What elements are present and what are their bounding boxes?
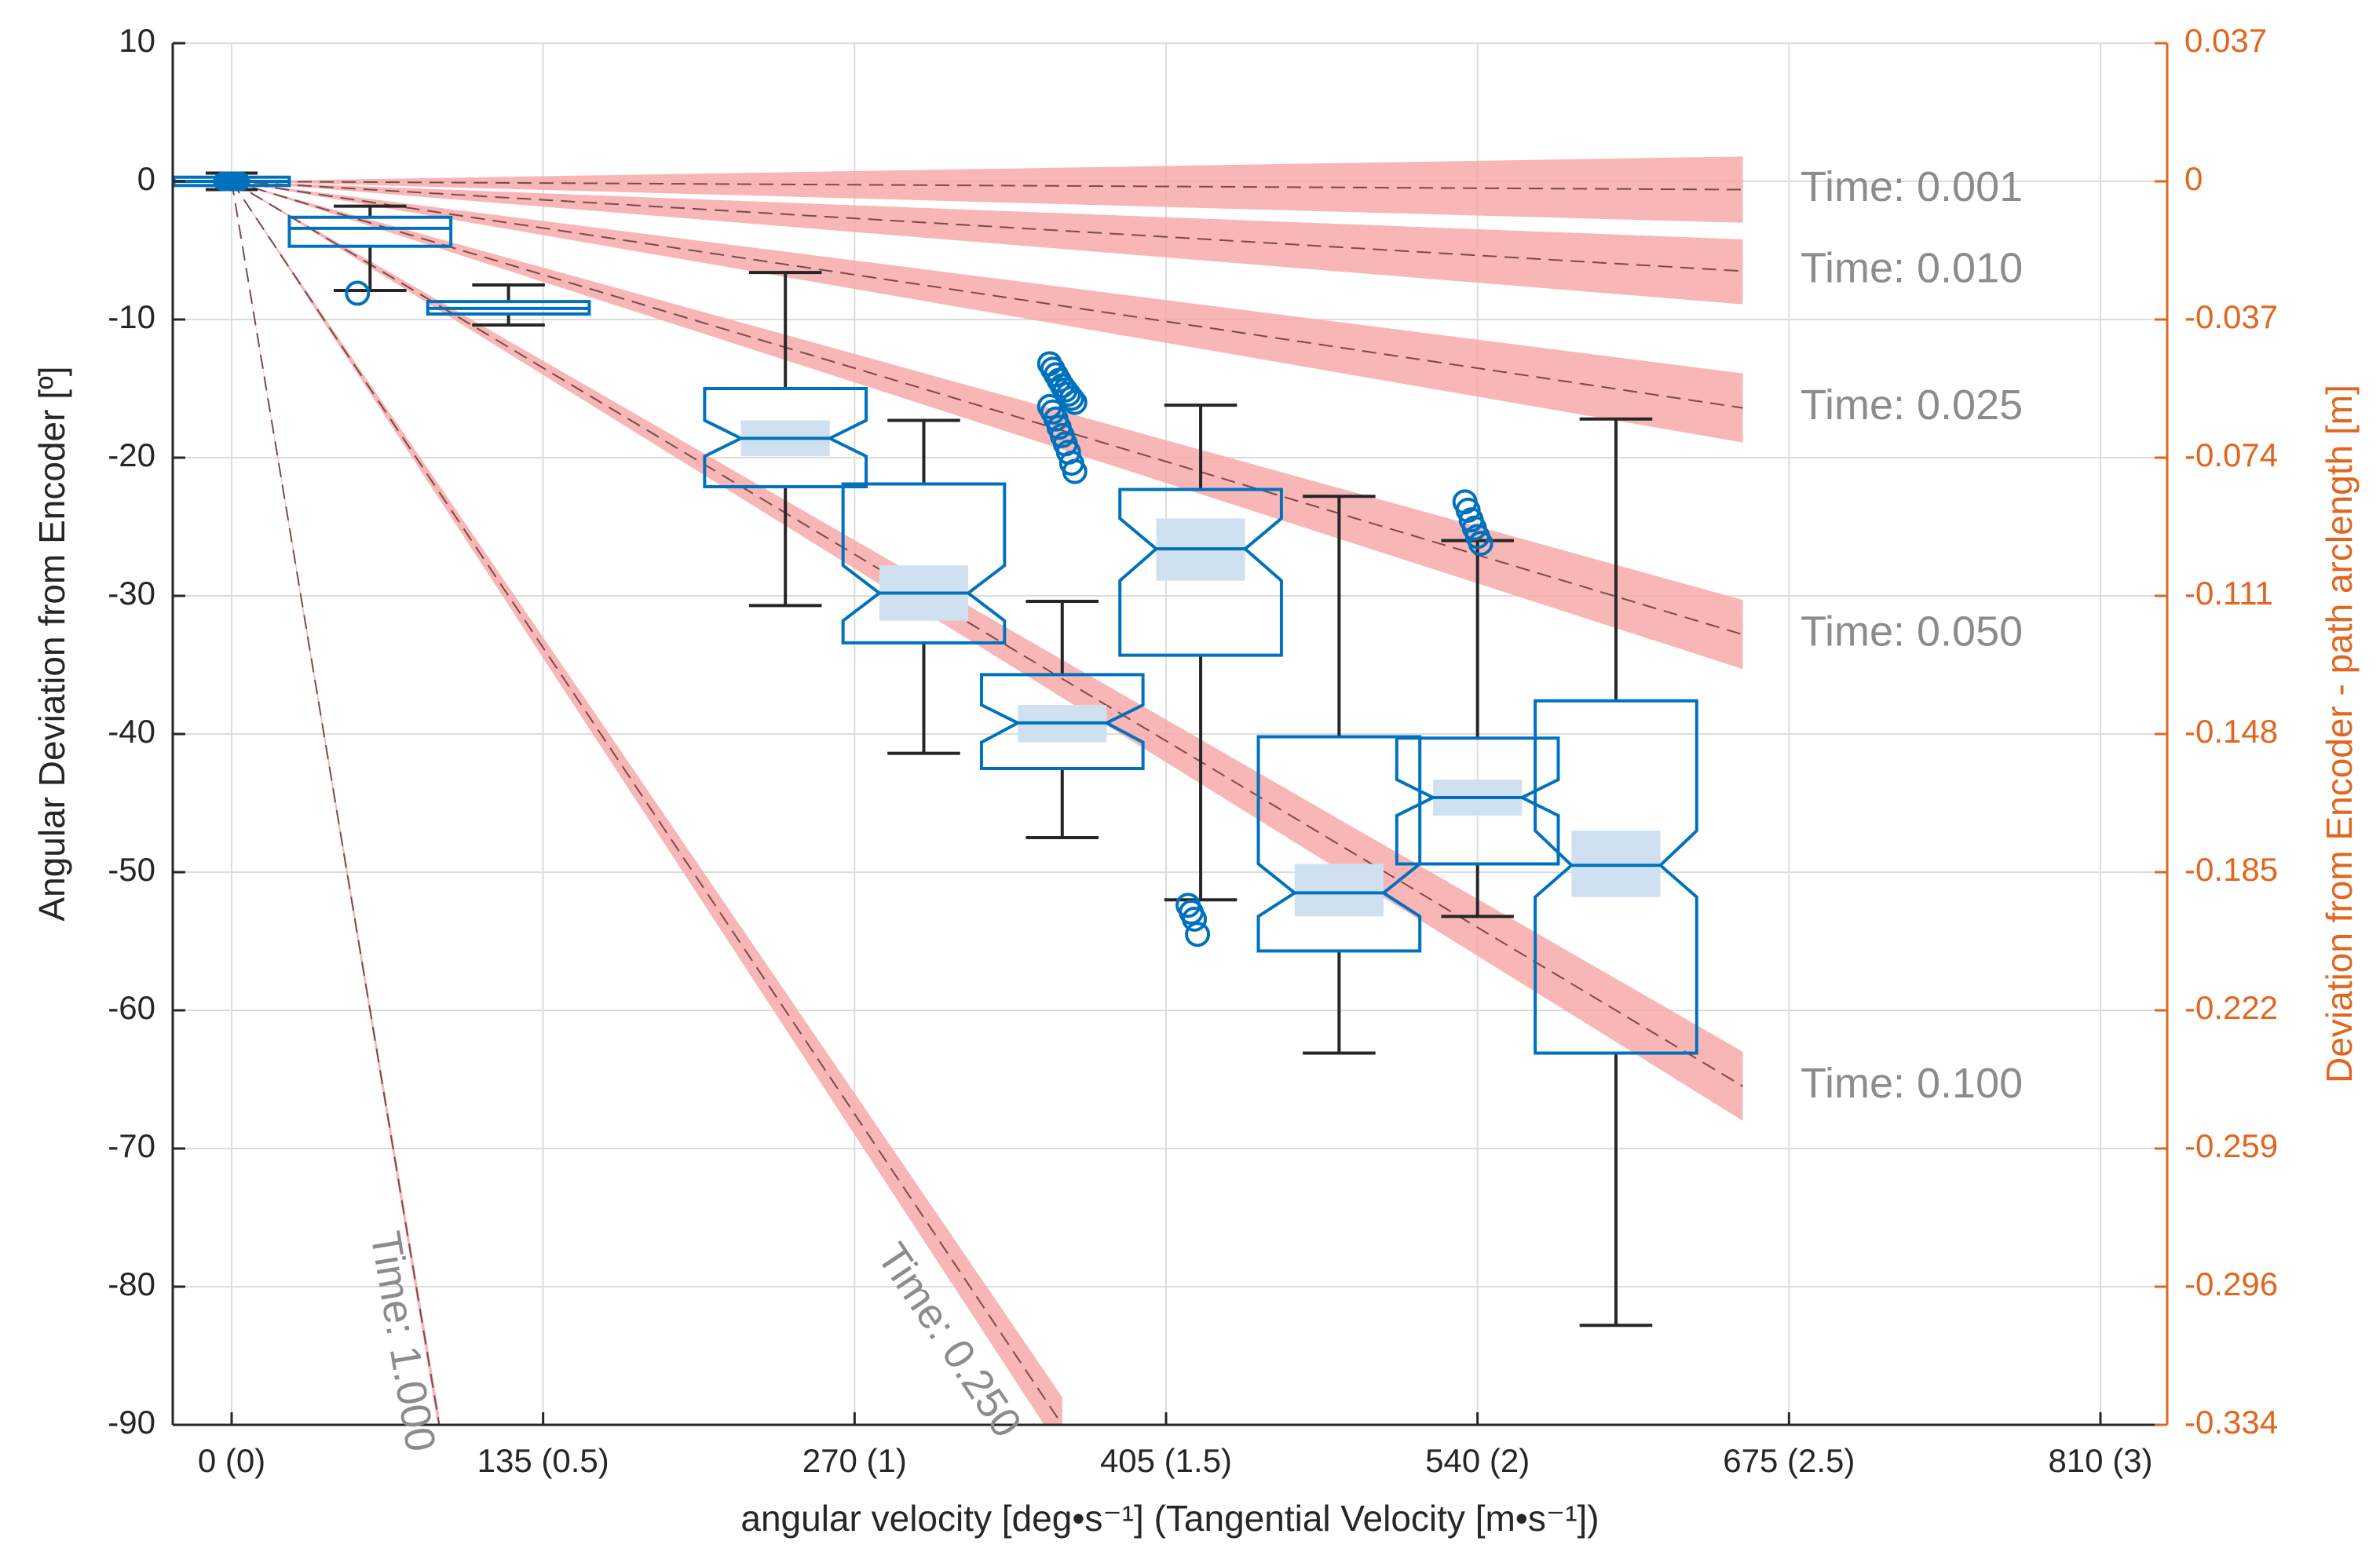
x-tick-label: 675 (2.5) [1723, 1442, 1855, 1479]
box-5 [979, 351, 1145, 839]
time-label-0: Time: 0.001 [1801, 163, 2023, 210]
time-dashed-line-5 [231, 181, 1063, 1425]
outlier-point [1062, 458, 1088, 484]
box-outline [979, 673, 1145, 770]
time-dashed-line-1 [231, 181, 1743, 272]
outlier-point [1468, 531, 1493, 557]
y-tick-label-right: -0.334 [2184, 1404, 2278, 1441]
box-2 [426, 283, 591, 327]
time-dashed-line-4 [231, 181, 1744, 1087]
x-tick-label: 270 (1) [802, 1442, 907, 1479]
y-tick-label-right: -0.259 [2184, 1127, 2278, 1164]
y-tick-label-left: -90 [108, 1404, 155, 1441]
time-label-3: Time: 0.050 [1801, 608, 2023, 656]
box-1 [287, 204, 453, 306]
box-9 [1534, 417, 1698, 1327]
x-tick-label: 0 (0) [198, 1442, 265, 1479]
y-tick-label-left: -10 [108, 298, 155, 335]
y-tick-label-left: 0 [137, 160, 155, 197]
time-band-0 [232, 156, 1743, 223]
time-dashed-line-2 [231, 181, 1743, 409]
time-label-4: Time: 0.100 [1801, 1060, 2023, 1107]
y-tick-label-left: 10 [119, 22, 155, 59]
box-8 [1395, 489, 1560, 918]
y-tick-label-left: -30 [108, 575, 155, 612]
time-label-2: Time: 0.025 [1801, 382, 2023, 429]
box-outline [1395, 736, 1560, 866]
y-axis-label-left: Angular Deviation from Encoder [º] [31, 366, 72, 921]
y-tick-label-right: -0.074 [2184, 436, 2278, 473]
y-tick-label-right: 0.037 [2184, 22, 2267, 59]
outlier-point [1182, 906, 1208, 932]
y-tick-label-left: -20 [108, 436, 155, 473]
origin-cluster [213, 171, 250, 192]
y-tick-label-left: -70 [108, 1127, 155, 1164]
y-tick-label-left: -40 [108, 713, 155, 750]
x-tick-label: 540 (2) [1425, 1442, 1530, 1479]
x-tick-label: 405 (1.5) [1100, 1442, 1232, 1479]
y-tick-label-right: -0.111 [2184, 575, 2273, 612]
notch-fill [1294, 864, 1384, 917]
time-dashed-line-0 [231, 181, 1743, 191]
tick-labels: 10 0 -10 -20 -30 -40 -50 -60 -70 -80 -90 0.037 0 -0.0… [108, 22, 2278, 1479]
box-7 [1256, 495, 1422, 1055]
x-tick-label: 810 (3) [2048, 1442, 2152, 1479]
box-outline [1256, 735, 1422, 953]
time-band-4 [232, 181, 1743, 1121]
box-outline [703, 387, 868, 488]
box-4 [841, 418, 1007, 755]
time-label-1: Time: 0.010 [1801, 245, 2023, 292]
box-plots [172, 171, 1698, 1327]
time-dashed-lines [231, 181, 1744, 1425]
time-band-1 [232, 181, 1743, 305]
outlier-point [1062, 389, 1088, 415]
time-band-2 [232, 181, 1743, 443]
y-tick-label-left: -80 [108, 1265, 155, 1302]
x-tick-label: 135 (0.5) [477, 1442, 609, 1479]
outlier-point [345, 280, 371, 306]
box-outline [1534, 699, 1698, 1055]
y-tick-label-right: -0.296 [2184, 1265, 2278, 1302]
outlier-point [1185, 922, 1211, 948]
y-tick-label-left: -60 [108, 989, 155, 1026]
axes [171, 42, 2169, 1426]
box-outline [841, 482, 1007, 645]
y-tick-label-right: -0.185 [2184, 851, 2278, 888]
time-band-3 [232, 181, 1743, 670]
y-tick-label-right: 0 [2184, 160, 2203, 197]
box-6 [1118, 404, 1283, 948]
y-tick-label-right: -0.148 [2184, 713, 2278, 750]
y-axis-label-right: Deviation from Encoder - path arclength … [2319, 385, 2360, 1083]
time-dashed-line-6 [231, 181, 441, 1425]
y-tick-label-right: -0.037 [2184, 298, 2278, 335]
box-outline [287, 215, 453, 248]
box-outline [1118, 488, 1283, 657]
y-tick-label-left: -50 [108, 851, 155, 888]
box-3 [703, 271, 868, 608]
y-tick-label-right: -0.222 [2184, 989, 2278, 1026]
x-axis-label: angular velocity [deg•s⁻¹] (Tangential V… [740, 1498, 1599, 1539]
outlier-point [1058, 385, 1084, 411]
